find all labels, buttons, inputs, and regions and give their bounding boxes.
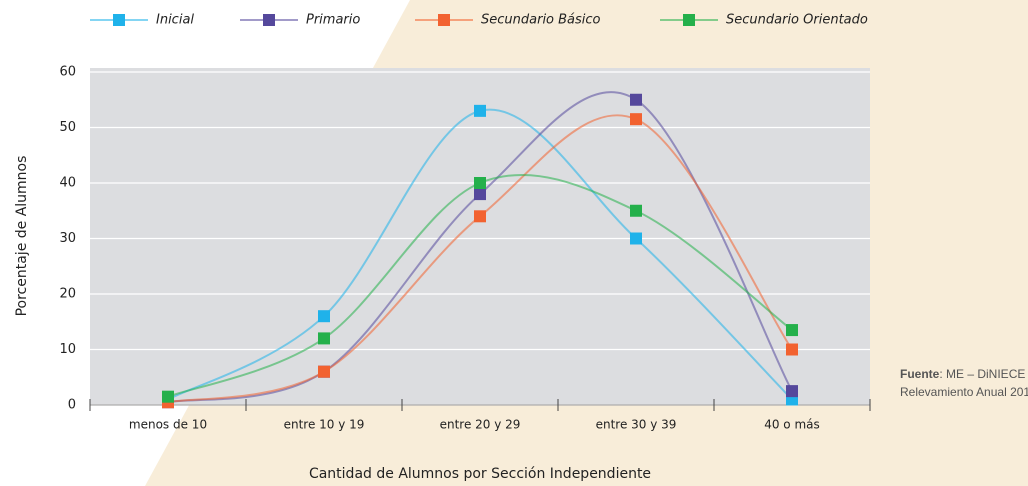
legend-marker (683, 14, 695, 26)
marker (786, 324, 798, 337)
marker (318, 365, 330, 378)
legend-marker (263, 14, 275, 26)
legend-label: Inicial (156, 13, 194, 28)
y-tick-label: 10 (59, 342, 76, 357)
marker (318, 332, 330, 345)
y-tick-label: 50 (59, 120, 76, 135)
x-tick-label: entre 30 y 39 (596, 418, 677, 432)
series-line (167, 114, 793, 404)
legend-label: Primario (306, 13, 360, 28)
x-tick-label: entre 20 y 29 (440, 418, 521, 432)
legend-label: Secundario Orientado (726, 13, 868, 28)
plot-area (90, 68, 870, 405)
marker (474, 104, 486, 117)
source-text: Relevamiento Anual 2010 (900, 385, 1028, 399)
y-tick-label: 30 (59, 231, 76, 246)
x-tick-label: 40 o más (764, 418, 820, 432)
y-tick-label: 40 (59, 176, 76, 191)
marker (630, 232, 642, 245)
legend: Inicial Primario Secundario Básico Secundar… (90, 13, 868, 28)
x-tick-label: entre 10 y 19 (284, 418, 365, 432)
source-label: Fuente (900, 367, 940, 381)
series-line (167, 91, 793, 404)
marker (474, 210, 486, 223)
marker (318, 310, 330, 323)
y-tick-label: 20 (59, 287, 76, 302)
marker (630, 113, 642, 126)
source: Fuente: ME – DiNIECE – (900, 367, 1028, 381)
marker (474, 188, 486, 201)
legend-marker (438, 14, 450, 26)
source-text: : ME – DiNIECE – (939, 367, 1028, 381)
legend-label: Secundario Básico (481, 13, 601, 28)
marker (474, 177, 486, 189)
marker (786, 343, 798, 356)
x-tick-label: menos de 10 (129, 418, 207, 432)
marker (786, 385, 798, 398)
y-axis-label: Porcentaje de Alumnos (14, 156, 30, 317)
legend-marker (113, 14, 125, 26)
y-tick-label: 60 (59, 65, 76, 80)
y-tick-label: 0 (68, 398, 76, 413)
marker (630, 93, 642, 106)
marker (162, 390, 174, 403)
x-axis-label: Cantidad de Alumnos por Sección Independ… (309, 466, 651, 482)
marker (630, 204, 642, 217)
